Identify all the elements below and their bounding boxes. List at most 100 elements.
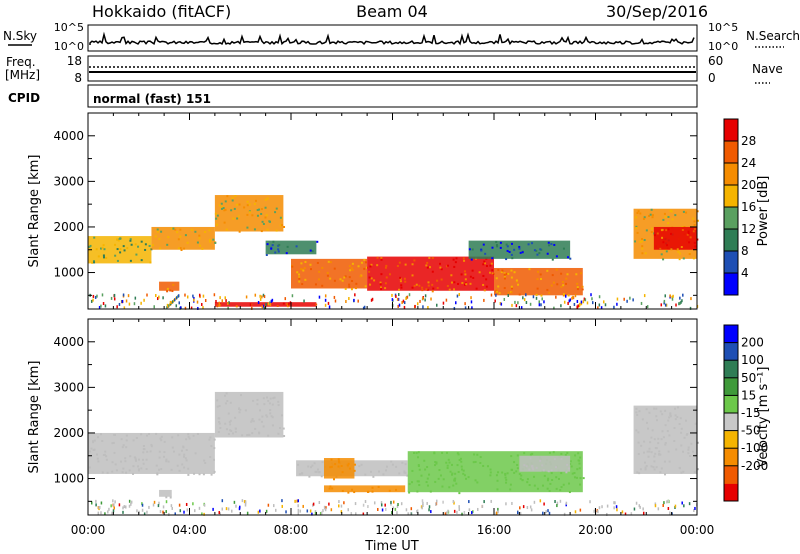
colorbar-label-7: -200 (741, 459, 768, 473)
heatmap-cell (491, 257, 494, 260)
heatmap-cell (450, 463, 453, 466)
noise-cell (456, 294, 459, 298)
noise-cell (490, 293, 493, 297)
heatmap-cell (254, 427, 257, 430)
heatmap-cell (565, 471, 568, 474)
heatmap-cell (566, 451, 569, 454)
heatmap-cell (674, 407, 677, 410)
heatmap-cell (88, 466, 91, 469)
heatmap-cell (185, 438, 188, 441)
heatmap-cell (560, 272, 563, 275)
noise-cell (259, 297, 262, 301)
heatmap-cell (577, 452, 580, 455)
noise-cell (642, 511, 645, 515)
noise-cell (398, 293, 400, 297)
heatmap-cell (258, 418, 261, 421)
heatmap-cell (97, 255, 100, 258)
noise-cell (444, 512, 447, 516)
noise-cell (422, 504, 424, 508)
noise-cell (362, 306, 365, 310)
heatmap-cell (546, 269, 549, 272)
heatmap-region-10 (159, 281, 180, 291)
heatmap-cell (453, 281, 456, 284)
heatmap-cell (359, 275, 362, 278)
heatmap-cell (436, 279, 439, 282)
heatmap-cell (213, 447, 216, 450)
noise-cell (327, 301, 330, 305)
noise-cell (396, 504, 399, 508)
heatmap-cell (390, 460, 393, 463)
heatmap-cell (266, 228, 269, 231)
heatmap-cell (648, 214, 651, 217)
heatmap-cell (653, 234, 656, 237)
heatmap-cell (225, 392, 228, 395)
heatmap-cell (247, 433, 250, 436)
heatmap-cell (426, 288, 429, 291)
noise-cell (430, 297, 432, 301)
heatmap-cell (655, 466, 658, 469)
noise-cell (259, 294, 261, 298)
heatmap-cell (184, 234, 187, 237)
heatmap-cell (341, 489, 344, 492)
heatmap-cell (360, 463, 363, 466)
heatmap-cell (479, 461, 482, 464)
heatmap-cell (93, 439, 96, 442)
heatmap-cell (188, 437, 191, 440)
noise-cell (198, 293, 201, 297)
heatmap-cell (179, 235, 182, 238)
heatmap-cell (311, 250, 314, 253)
noise-cell (241, 499, 244, 503)
ytick-label-0: 1000 (53, 472, 84, 486)
heatmap-cell (298, 277, 301, 280)
freq-label-top: Freq. (6, 55, 36, 69)
heatmap-cell (308, 475, 311, 478)
heatmap-cell (565, 277, 568, 280)
heatmap-cell (265, 254, 268, 257)
heatmap-cell (519, 477, 522, 480)
heatmap-cell (202, 473, 205, 476)
heatmap-cell (105, 458, 108, 461)
heatmap-cell (385, 465, 388, 468)
heatmap-cell (99, 247, 102, 250)
heatmap-cell (353, 463, 356, 466)
heatmap-cell (636, 471, 639, 474)
heatmap-cell (346, 464, 349, 467)
heatmap-cell (637, 210, 640, 213)
heatmap-cell (576, 286, 579, 289)
heatmap-cell (266, 415, 269, 418)
heatmap-cell (439, 474, 442, 477)
noise-cell (657, 507, 660, 511)
noise-cell (560, 304, 562, 308)
noise-cell (445, 511, 448, 515)
noise-cell (322, 509, 324, 513)
noise-cell (384, 503, 386, 507)
heatmap-cell (506, 472, 509, 475)
heatmap-cell (531, 466, 534, 469)
noise-cell (633, 507, 636, 511)
noise-cell (563, 300, 566, 304)
freq-frame (87, 55, 698, 82)
noise-cell (362, 512, 365, 516)
noise-cell (591, 297, 593, 301)
ytick-label-2: 3000 (53, 174, 84, 188)
heatmap-cell (277, 404, 280, 407)
noise-cell (638, 504, 641, 508)
ytick-label-1: 2000 (53, 220, 84, 234)
noise-cell (576, 305, 578, 309)
heatmap-region-4 (291, 258, 368, 289)
colorbar-segment-2 (724, 229, 738, 252)
heatmap-cell (692, 230, 695, 233)
heatmap-cell (302, 269, 305, 272)
heatmap-cell (643, 440, 646, 443)
heatmap-cell (571, 472, 574, 475)
noise-cell (185, 502, 188, 506)
noise-cell (530, 508, 533, 512)
xtick-label-6: 00:00 (680, 523, 715, 537)
heatmap-cell (268, 402, 271, 405)
noise-cell (606, 504, 609, 508)
ytick-label-3: 4000 (53, 335, 84, 349)
heatmap-cell (521, 479, 524, 482)
noise-cell (353, 298, 355, 302)
heatmap-cell (278, 243, 281, 246)
